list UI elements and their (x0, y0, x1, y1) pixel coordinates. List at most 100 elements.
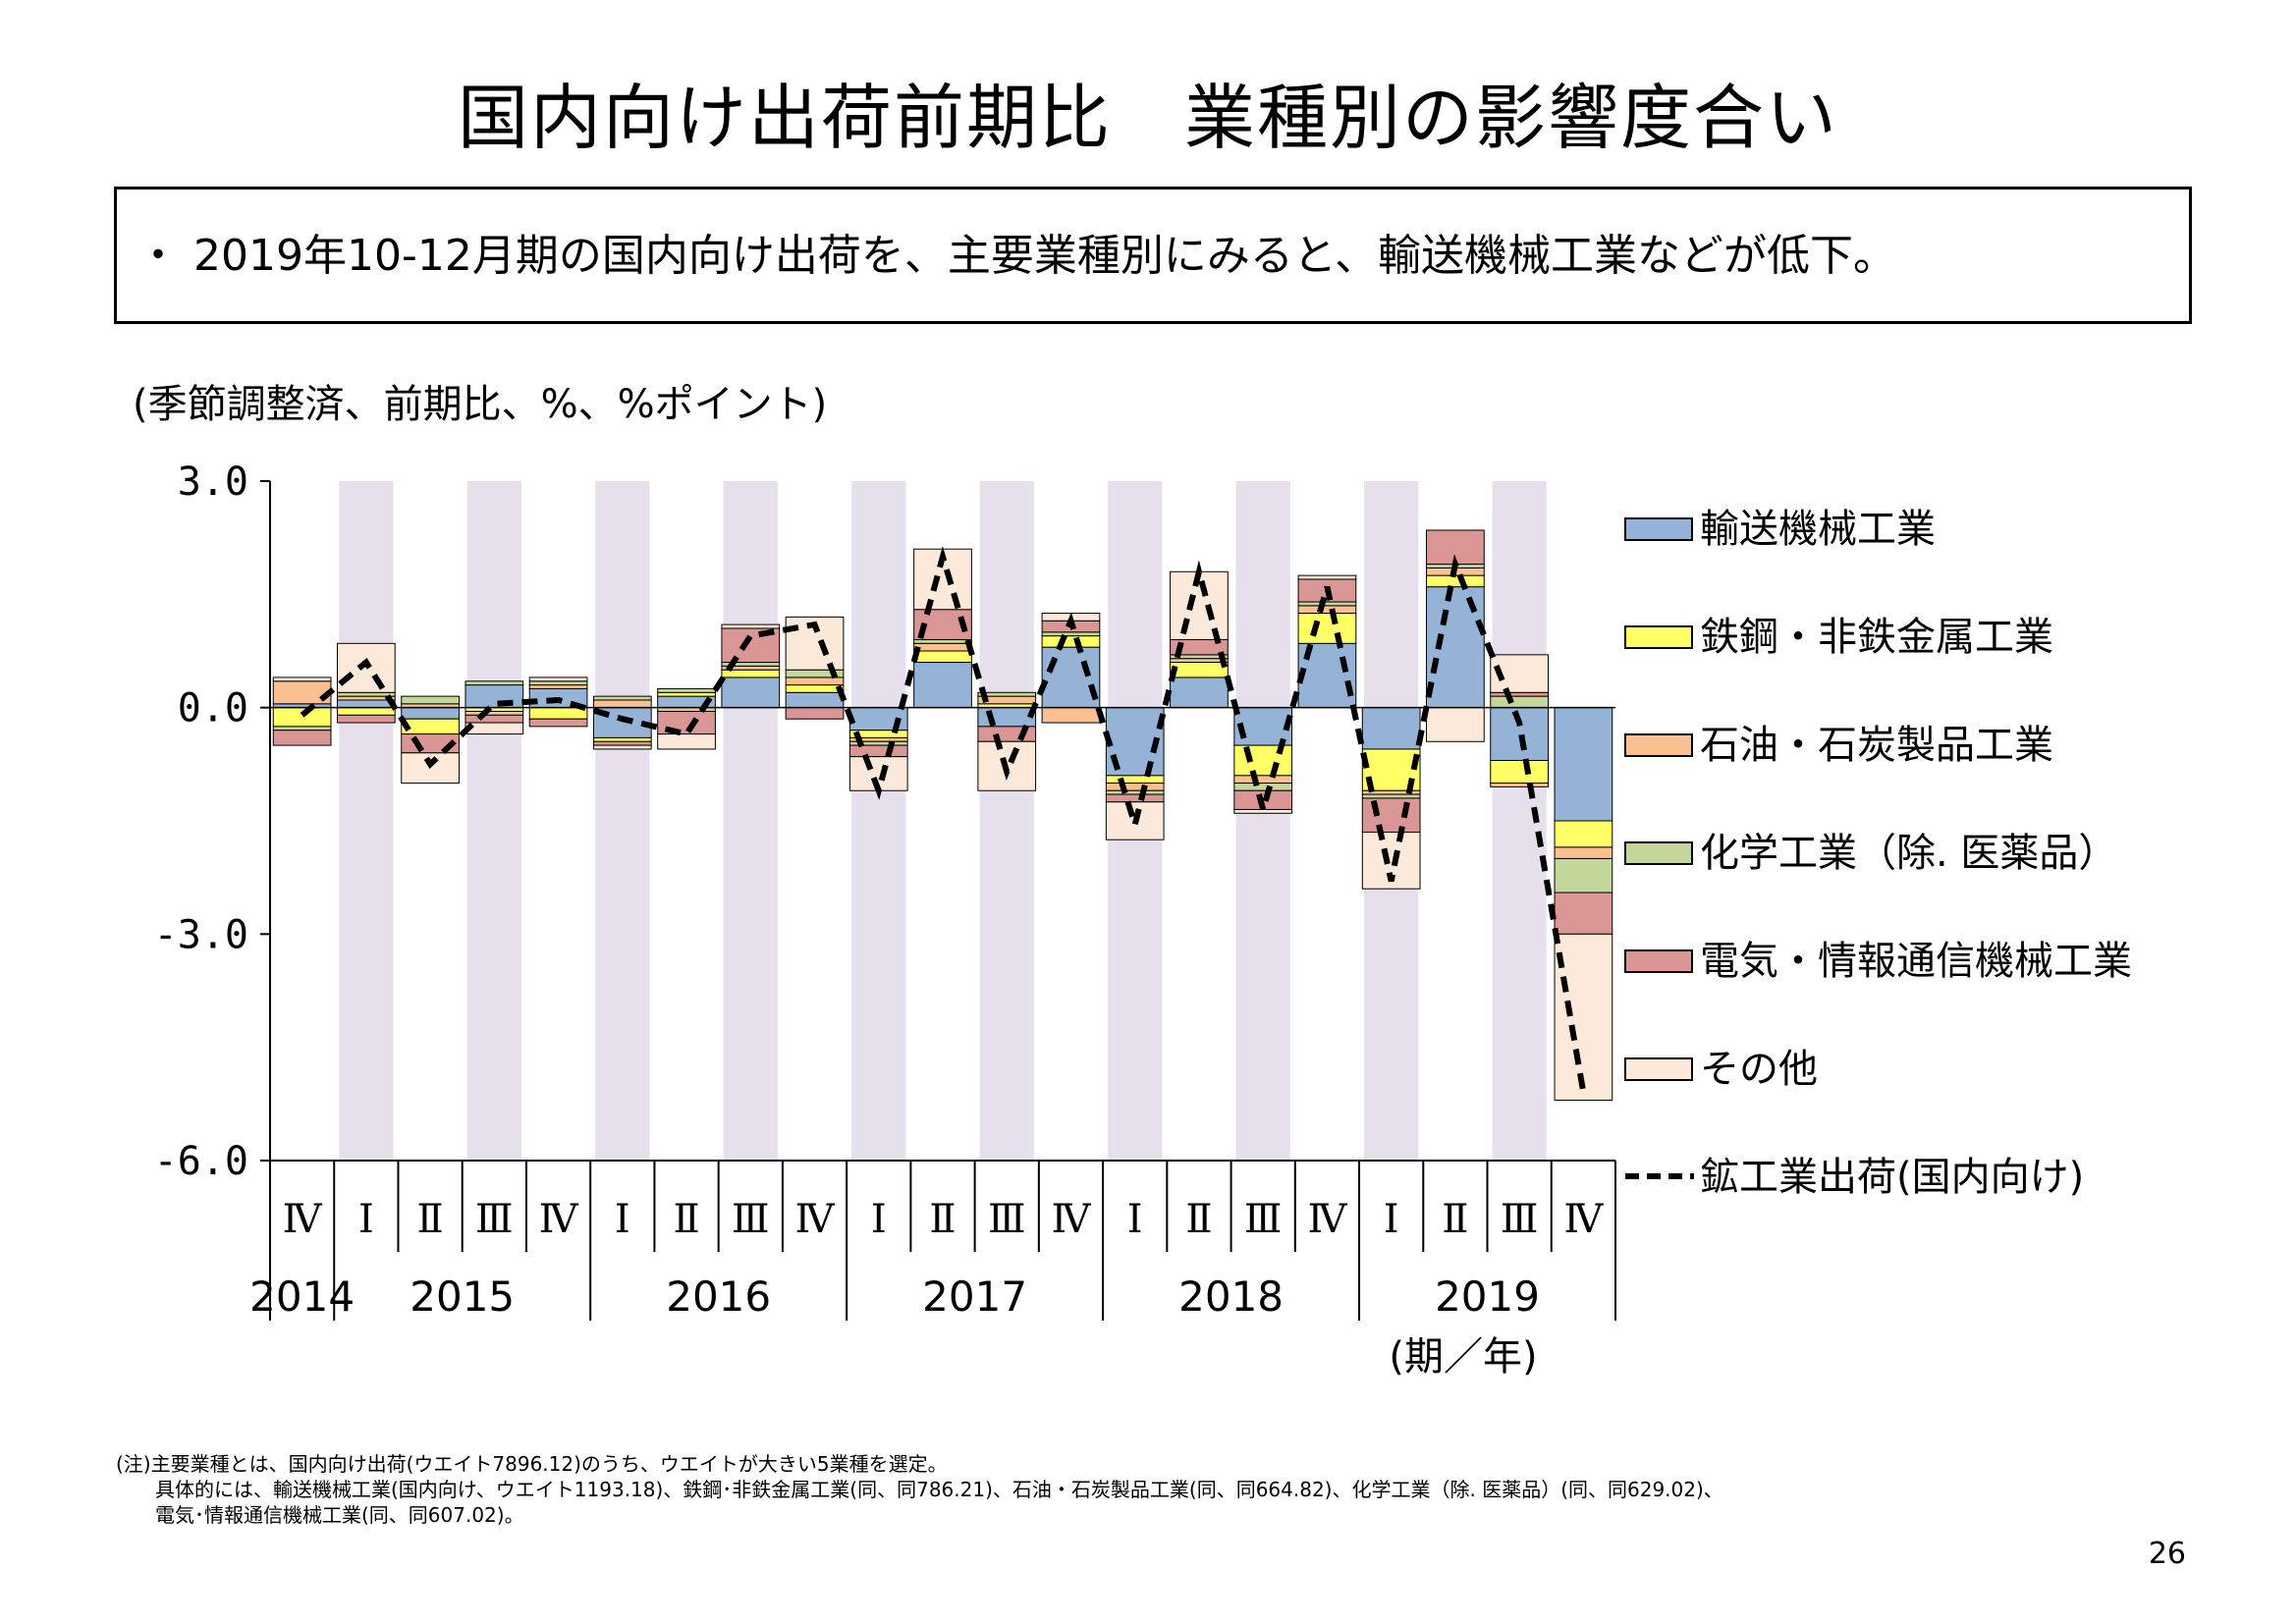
note-line-3: 電気･情報通信機械工業(同、同607.02)。 (116, 1503, 524, 1527)
legend-swatch (1624, 949, 1693, 973)
y-tick-label: 3.0 (178, 460, 248, 505)
quarter-label: Ⅱ (1442, 1197, 1468, 1242)
legend-label: その他 (1700, 1047, 1818, 1092)
bar-segment (913, 642, 972, 652)
legend-label: 鉄鋼・非鉄金属工業 (1700, 615, 2053, 660)
bar-segment (1170, 677, 1229, 709)
quarter-label: Ⅳ (1563, 1197, 1604, 1242)
quarter-label: Ⅰ (871, 1197, 887, 1242)
bar-segment (337, 699, 396, 709)
bar-segment (528, 684, 588, 689)
bar-segment (1361, 797, 1421, 834)
bar-segment (592, 695, 652, 701)
quarter-label: Ⅳ (1051, 1197, 1091, 1242)
y-tick-label: -3.0 (154, 912, 248, 957)
quarter-label: Ⅳ (1307, 1197, 1347, 1242)
x-axis-label: (期／年) (1389, 1334, 1537, 1380)
quarter-shade-band (1235, 481, 1290, 1161)
summary-text: ・ 2019年10-12月期の国内向け出荷を、主要業種別にみると、輸送機械工業な… (137, 231, 1897, 281)
quarter-label: Ⅰ (1127, 1197, 1143, 1242)
quarter-shading (339, 481, 1547, 1161)
quarter-label: Ⅳ (283, 1197, 323, 1242)
quarter-shade-band (979, 481, 1034, 1161)
bar-segment (1490, 759, 1550, 785)
bar-segment (272, 726, 332, 731)
quarter-label: Ⅲ (988, 1197, 1026, 1242)
bar-segment (272, 730, 332, 746)
bar-segment (1170, 570, 1229, 640)
bar-segment (592, 740, 652, 746)
bar-segment (657, 691, 716, 697)
bar-segment (1170, 662, 1229, 678)
axes: 3.0 0.0 -3.0 -6.0 (154, 460, 1616, 1321)
year-label: 2018 (1178, 1272, 1284, 1321)
quarter-label: Ⅰ (615, 1197, 630, 1242)
quarter-label: Ⅲ (732, 1197, 770, 1242)
note-line-2: 具体的には、輸送機械工業(国内向け、ウエイト1193.18)、鉄鋼･非鉄金属工業… (116, 1478, 1723, 1501)
quarter-label: Ⅳ (539, 1197, 579, 1242)
bar-segment (785, 677, 845, 686)
line-series (300, 545, 1587, 1094)
bar-segment (913, 662, 972, 709)
quarter-label: Ⅲ (1501, 1197, 1539, 1242)
bar-segment (337, 691, 396, 697)
bar-segment (401, 718, 460, 735)
quarter-label: Ⅰ (1384, 1197, 1399, 1242)
legend-label: 化学工業（除. 医薬品） (1700, 831, 2117, 876)
bars (272, 529, 1613, 1101)
y-axis-label: (季節調整済、前期比、%、%ポイント) (133, 382, 827, 427)
bar-segment (1233, 783, 1293, 791)
bar-segment (465, 684, 524, 709)
bar-segment (977, 691, 1037, 697)
bar-segment (1297, 601, 1357, 607)
year-label: 2014 (249, 1272, 355, 1321)
bar-segment (657, 687, 716, 693)
quarter-label: Ⅱ (417, 1197, 444, 1242)
bar-segment (1105, 783, 1165, 791)
note-line-1: (注)主要業種とは、国内向け出荷(ウエイト7896.12)のうち、ウエイトが大き… (116, 1452, 948, 1476)
bar-segment (1554, 933, 1613, 1101)
bar-segment (272, 677, 332, 682)
bar-segment (465, 711, 524, 716)
bar-segment (1426, 707, 1485, 742)
bar-segment (721, 677, 781, 709)
quarter-shade-band (851, 481, 906, 1161)
quarter-shade-band (466, 481, 521, 1161)
year-label: 2015 (410, 1272, 515, 1321)
bar-segment (528, 677, 588, 682)
bar-segment (1554, 892, 1613, 935)
bar-segment (272, 707, 332, 728)
bar-segment (337, 714, 396, 724)
bar-segment (1105, 789, 1165, 795)
legend-swatch (1624, 733, 1693, 757)
bar-segment (592, 744, 652, 750)
bar-segment (465, 722, 524, 735)
bar-segment (1170, 658, 1229, 664)
bar-segment (1105, 775, 1165, 785)
bar-segment (1554, 846, 1613, 859)
bar-segment (592, 736, 652, 742)
y-tick-label: 0.0 (178, 686, 248, 731)
bar-segment (657, 733, 716, 750)
bar-segment (721, 623, 781, 629)
bar-segment (913, 638, 972, 644)
quarter-label: Ⅱ (1185, 1197, 1212, 1242)
quarter-label: Ⅲ (475, 1197, 514, 1242)
bar-segment (337, 707, 396, 716)
bar-segment (1297, 605, 1357, 615)
page-title: 国内向け出荷前期比 業種別の影響度合い (457, 77, 1838, 159)
bar-segment (1554, 857, 1613, 893)
year-label: 2016 (666, 1272, 771, 1321)
bar-segment (1105, 793, 1165, 803)
bar-segment (1490, 691, 1550, 697)
bar-segment (1233, 808, 1293, 814)
bar-segment (785, 707, 845, 720)
y-tick-label: -6.0 (154, 1139, 248, 1184)
bar-segment (592, 699, 652, 709)
bar-segment (1297, 613, 1357, 644)
bar-segment (1490, 783, 1550, 787)
bar-segment (337, 642, 396, 693)
legend-swatch (1624, 1057, 1693, 1081)
bar-segment (1233, 775, 1293, 785)
